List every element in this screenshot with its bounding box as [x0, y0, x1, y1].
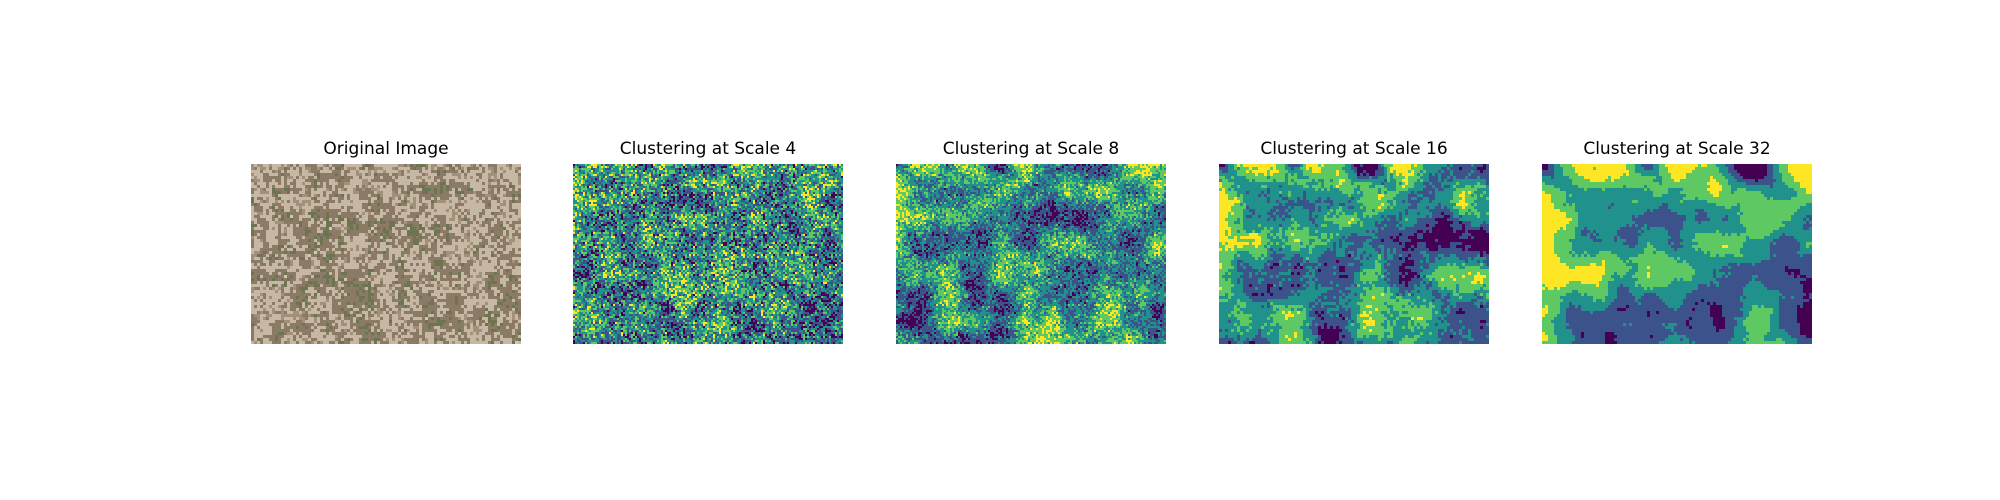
- panel-title: Clustering at Scale 32: [1542, 139, 1812, 159]
- original-image: [251, 164, 521, 344]
- panel-clustering-scale-8: Clustering at Scale 8: [896, 0, 1166, 500]
- panel-title: Clustering at Scale 8: [896, 139, 1166, 159]
- panel-title: Clustering at Scale 16: [1219, 139, 1489, 159]
- cluster-map-scale-8: [896, 164, 1166, 344]
- panel-original-image: Original Image: [251, 0, 521, 500]
- cluster-map-scale-32: [1542, 164, 1812, 344]
- panel-clustering-scale-4: Clustering at Scale 4: [573, 0, 843, 500]
- panel-clustering-scale-16: Clustering at Scale 16: [1219, 0, 1489, 500]
- panel-title: Original Image: [251, 139, 521, 159]
- cluster-map-scale-16: [1219, 164, 1489, 344]
- panel-title: Clustering at Scale 4: [573, 139, 843, 159]
- cluster-map-scale-4: [573, 164, 843, 344]
- panel-clustering-scale-32: Clustering at Scale 32: [1542, 0, 1812, 500]
